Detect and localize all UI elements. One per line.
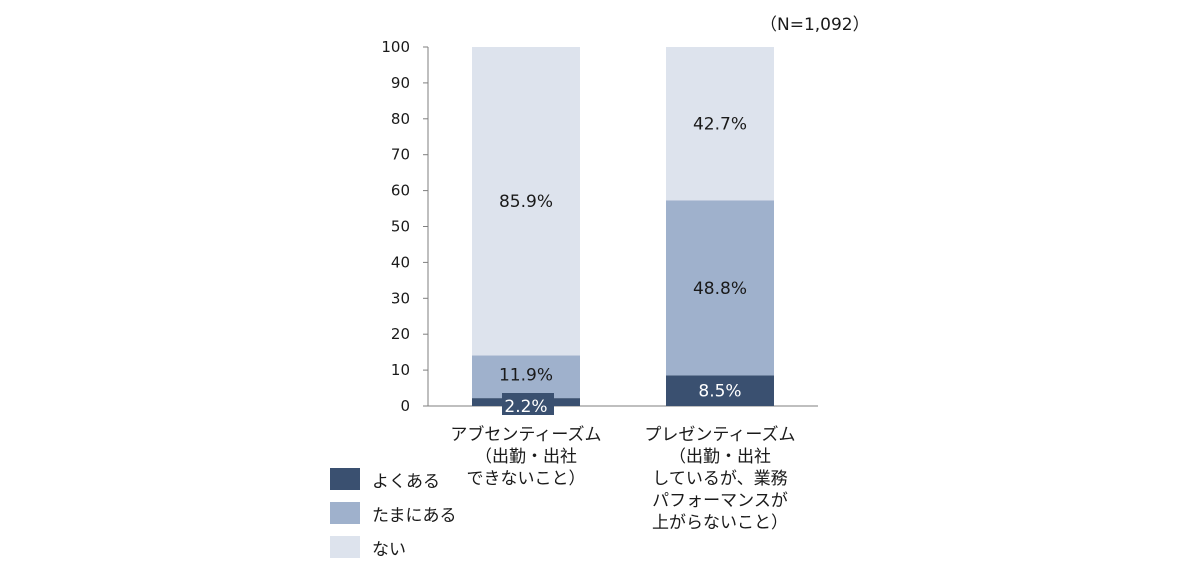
y-tick-label: 10 <box>391 361 410 379</box>
legend-label-sometimes: たまにある <box>372 505 457 526</box>
legend-swatch-sometimes <box>330 502 360 524</box>
legend-item-never: ない <box>330 530 457 564</box>
data-label: 48.8% <box>693 279 747 299</box>
bar-segment <box>472 355 580 399</box>
sample-size-note: （N=1,092） <box>760 15 870 35</box>
y-tick-label: 90 <box>391 74 410 92</box>
bar-segment <box>666 47 774 201</box>
legend-swatch-never <box>330 536 360 558</box>
data-label: 42.7% <box>693 115 747 135</box>
y-tick-label: 100 <box>381 38 410 56</box>
y-tick-label: 80 <box>391 110 410 128</box>
data-label: 8.5% <box>698 382 741 402</box>
data-labels: 2.2% 11.9% 85.9% 8.5% 48.8% 42.7% <box>499 115 747 417</box>
y-tick-label: 50 <box>391 218 410 236</box>
legend-label-often: よくある <box>372 471 440 492</box>
y-tick-label: 0 <box>400 397 410 415</box>
legend-item-sometimes: たまにある <box>330 496 457 530</box>
bar-segment <box>666 375 774 406</box>
category-label-presenteeism: プレゼンティーズム （出勤・出社 しているが、業務 パフォーマンスが 上がらない… <box>644 425 796 533</box>
legend-item-often: よくある <box>330 462 457 496</box>
legend: よくある たまにある ない <box>330 462 457 564</box>
axes: 0 10 20 30 40 50 60 70 80 90 100 <box>381 38 818 415</box>
legend-label-never: ない <box>372 539 406 560</box>
data-label: 2.2% <box>504 397 547 417</box>
y-tick-label: 30 <box>391 289 410 307</box>
legend-swatch-often <box>330 468 360 490</box>
category-label-absenteeism: アブセンティーズム （出勤・出社 できないこと） <box>450 425 602 489</box>
y-tick-label: 60 <box>391 182 410 200</box>
y-tick-label: 40 <box>391 253 410 271</box>
bars <box>472 47 774 406</box>
data-label-box <box>502 393 554 415</box>
y-tick-label: 70 <box>391 146 410 164</box>
y-tick-label: 20 <box>391 325 410 343</box>
data-label: 11.9% <box>499 366 553 386</box>
bar-segment <box>666 200 774 376</box>
bar-segment <box>472 47 580 356</box>
data-label: 85.9% <box>499 192 553 212</box>
